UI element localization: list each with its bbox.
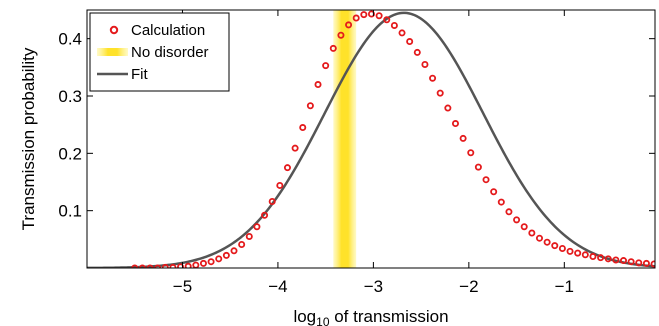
calculation-point <box>375 12 383 20</box>
calculation-point <box>558 245 566 253</box>
calculation-point <box>314 81 322 89</box>
calculation-point <box>543 238 551 246</box>
calculation-point <box>413 48 421 56</box>
x-tick-label: −4 <box>268 277 287 296</box>
legend-calculation-marker <box>109 25 119 35</box>
x-tick-label: −5 <box>173 277 192 296</box>
legend: Calculation No disorder Fit <box>89 12 230 92</box>
calculation-point <box>367 10 375 18</box>
plot-area <box>87 10 655 268</box>
x-tick-label: −1 <box>555 277 574 296</box>
calculation-point <box>184 262 192 268</box>
calculation-point <box>528 229 536 237</box>
y-tick-label: 0.2 <box>58 144 82 163</box>
calculation-point <box>490 188 498 196</box>
calculation-point <box>169 263 177 268</box>
calculation-point <box>306 102 314 110</box>
legend-no-disorder-swatch <box>97 48 128 56</box>
calculation-point <box>474 163 482 171</box>
calculation-point <box>215 255 223 263</box>
calculation-point <box>398 29 406 37</box>
calculation-point <box>177 263 185 268</box>
calculation-point <box>390 21 398 29</box>
calculation-point <box>589 253 597 261</box>
legend-calculation-label: Calculation <box>131 22 205 39</box>
calculation-point <box>238 240 246 248</box>
calculation-point <box>436 89 444 97</box>
calculation-point <box>192 261 200 268</box>
calculation-point <box>322 62 330 70</box>
calculation-point <box>222 251 230 259</box>
calculation-point <box>581 251 589 259</box>
calculation-point <box>520 223 528 231</box>
calculation-point <box>535 234 543 242</box>
calculation-point <box>566 247 574 255</box>
calculation-point <box>620 257 628 265</box>
calculation-point <box>459 134 467 142</box>
y-axis-label: Transmission probability <box>19 47 38 230</box>
calculation-point <box>482 176 490 184</box>
no-disorder-band <box>333 10 357 268</box>
calculation-point <box>574 249 582 257</box>
x-axis-label-rest: of transmission <box>330 307 449 326</box>
calculation-point <box>505 208 513 216</box>
x-tick-label: −2 <box>459 277 478 296</box>
calculation-point <box>597 254 605 262</box>
calculation-point <box>261 211 269 219</box>
x-axis-label-base: log <box>293 307 316 326</box>
calculation-point <box>352 14 360 22</box>
x-tick-label: −3 <box>364 277 383 296</box>
calculation-point <box>299 124 307 132</box>
calculation-point <box>276 181 284 189</box>
y-tick-label: 0.1 <box>58 202 82 221</box>
calculation-point <box>635 259 643 267</box>
calculation-point <box>253 223 261 231</box>
plot-frame <box>86 9 656 269</box>
calculation-point <box>329 44 337 52</box>
legend-no-disorder-label: No disorder <box>131 44 209 61</box>
calculation-point <box>345 21 353 29</box>
calculation-point <box>268 197 276 205</box>
calculation-point <box>245 232 253 240</box>
calculation-point <box>360 11 368 19</box>
calculation-point <box>230 247 238 255</box>
calculation-point <box>612 256 620 264</box>
calculation-point <box>421 60 429 68</box>
calculation-point <box>283 164 291 172</box>
calculation-point <box>337 31 345 39</box>
fit-curve <box>87 11 655 268</box>
calculation-point <box>604 255 612 263</box>
calculation-point <box>199 259 207 267</box>
calculation-point <box>451 120 459 128</box>
x-axis-label: log10 of transmission <box>293 307 448 326</box>
y-tick-label: 0.3 <box>58 87 82 106</box>
calculation-point <box>650 260 655 268</box>
calculation-point <box>406 38 414 46</box>
calculation-point <box>467 149 475 157</box>
calculation-point <box>161 263 169 268</box>
calculation-point <box>207 258 215 266</box>
calculation-point <box>444 104 452 112</box>
calculation-point <box>383 16 391 24</box>
x-axis-label-subscript: 10 <box>316 315 330 326</box>
y-tick-label: 0.4 <box>58 30 82 49</box>
calculation-point <box>497 198 505 206</box>
calculation-point <box>291 144 299 152</box>
calculation-point <box>551 242 559 250</box>
calculation-point <box>429 74 437 82</box>
legend-fit-label: Fit <box>131 66 148 83</box>
calculation-point <box>627 258 635 266</box>
calculation-point <box>642 259 650 267</box>
calculation-point <box>513 216 521 224</box>
